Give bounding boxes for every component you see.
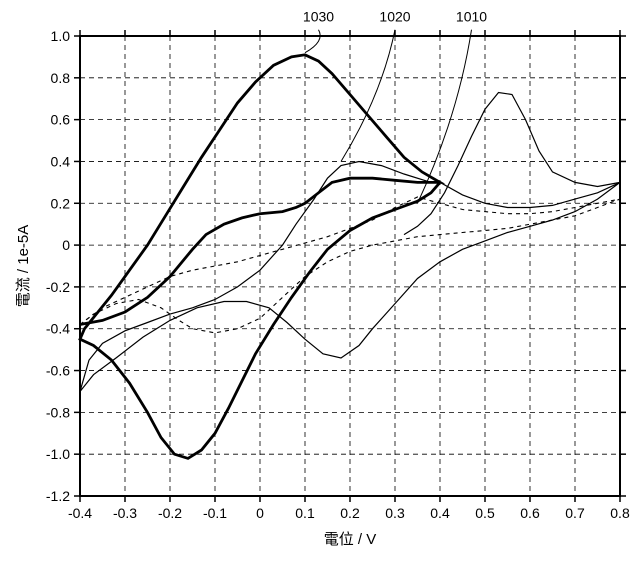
callout-label-1010: 1010 bbox=[456, 8, 487, 24]
x-axis-label: 電位 / V bbox=[324, 531, 377, 548]
xtick-label: 0.7 bbox=[565, 505, 585, 521]
xtick-label: -0.2 bbox=[158, 505, 182, 521]
ytick-label: -1.2 bbox=[46, 488, 70, 504]
xtick-label: 0.3 bbox=[385, 505, 405, 521]
cv-chart: -0.4 -0.3 -0.2 -0.1 0 0.1 0.2 0.3 0.4 0.5 0.6 0.7 0.… bbox=[0, 0, 640, 570]
xtick-label: -0.1 bbox=[203, 505, 227, 521]
callout-label-1020: 1020 bbox=[379, 8, 410, 24]
ytick-label: -0.4 bbox=[46, 321, 70, 337]
xtick-label: 0.4 bbox=[430, 505, 450, 521]
ytick-label: 1.0 bbox=[51, 28, 71, 44]
xtick-label: 0.2 bbox=[340, 505, 360, 521]
xtick-label: 0 bbox=[256, 505, 264, 521]
xtick-label: -0.3 bbox=[113, 505, 137, 521]
ytick-label: -0.8 bbox=[46, 404, 70, 420]
ytick-label: 0.2 bbox=[51, 195, 71, 211]
ytick-label: -0.6 bbox=[46, 363, 70, 379]
y-axis-label: 電流 / 1e-5A bbox=[15, 225, 32, 308]
xtick-label: 0.6 bbox=[520, 505, 540, 521]
callout-label-1030: 1030 bbox=[303, 8, 334, 24]
ytick-label: 0.6 bbox=[51, 112, 71, 128]
ytick-label: -0.2 bbox=[46, 279, 70, 295]
ytick-label: 0.4 bbox=[51, 153, 71, 169]
xtick-label: -0.4 bbox=[68, 505, 92, 521]
ytick-label: 0 bbox=[62, 237, 70, 253]
xtick-label: 0.8 bbox=[610, 505, 630, 521]
ytick-label: -1.0 bbox=[46, 446, 70, 462]
ytick-label: 0.8 bbox=[51, 70, 71, 86]
chart-canvas: -0.4 -0.3 -0.2 -0.1 0 0.1 0.2 0.3 0.4 0.5 0.6 0.7 0.… bbox=[0, 0, 640, 570]
xtick-label: 0.5 bbox=[475, 505, 495, 521]
xtick-label: 0.1 bbox=[295, 505, 315, 521]
